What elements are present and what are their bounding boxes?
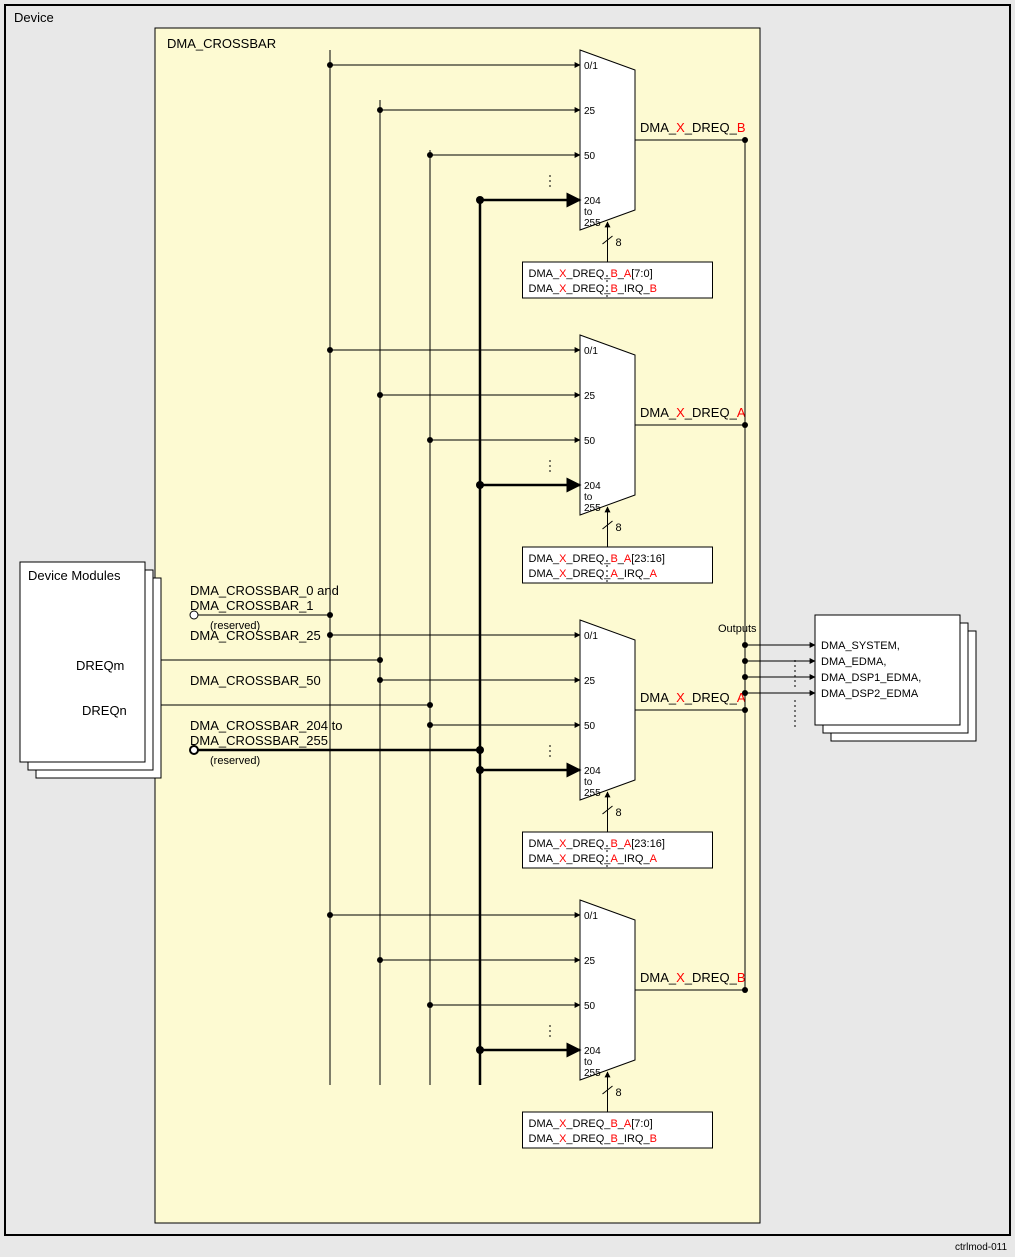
diagram-svg: Device DMA_CROSSBAR Device Modules DREQm DRE… <box>0 0 1015 1257</box>
bus-tap-dot <box>327 62 333 68</box>
output-tap <box>742 690 748 696</box>
bus-tap-dot <box>377 677 383 683</box>
mux-tap-label: 50 <box>584 721 596 732</box>
bus-tap-dot <box>476 1046 484 1054</box>
mux-tap-label: 204 <box>584 1046 601 1057</box>
output-item: DMA_EDMA, <box>821 656 886 668</box>
ctrl-bits-label: 8 <box>616 237 622 249</box>
outputs-label: Outputs <box>718 623 757 635</box>
mux-tap-label: 204 <box>584 766 601 777</box>
bus-tap-dot <box>476 196 484 204</box>
bus-junction <box>427 702 433 708</box>
mux-tap-label: 50 <box>584 151 596 162</box>
mux-tap-label: 0/1 <box>584 346 598 357</box>
mux-tap-label: to <box>584 492 593 503</box>
bus-tap-dot <box>327 912 333 918</box>
output-tap <box>742 674 748 680</box>
ctrl-line1: DMA_X_DREQ_B_A[23:16] <box>529 838 665 850</box>
reserved-circle <box>190 611 198 619</box>
input-line-label2: DMA_CROSSBAR_1 <box>190 598 314 613</box>
mux-output-label: DMA_X_DREQ_A <box>640 405 746 420</box>
bus-tap-dot <box>476 481 484 489</box>
input-line-label2: DMA_CROSSBAR_255 <box>190 733 328 748</box>
mux-tap-label: 204 <box>584 196 601 207</box>
bus-junction <box>476 746 484 754</box>
device-label: Device <box>14 10 54 25</box>
output-item: DMA_DSP1_EDMA, <box>821 672 921 684</box>
device-modules-title: Device Modules <box>28 568 121 583</box>
bus-junction <box>327 612 333 618</box>
ctrl-bits-label: 8 <box>616 522 622 534</box>
dreqm-label: DREQm <box>76 658 124 673</box>
mux-tap-label: 25 <box>584 106 596 117</box>
output-tap <box>742 658 748 664</box>
output-junction <box>742 137 748 143</box>
bus-tap-dot <box>427 152 433 158</box>
crossbar-title: DMA_CROSSBAR <box>167 36 276 51</box>
mux-tap-label: 50 <box>584 1001 596 1012</box>
bus-tap-dot <box>427 722 433 728</box>
bus-tap-dot <box>427 437 433 443</box>
input-line-label: DMA_CROSSBAR_204 to <box>190 718 342 733</box>
bus-tap-dot <box>377 392 383 398</box>
dreqn-label: DREQn <box>82 703 127 718</box>
ctrl-line2: DMA_X_DREQ_B_IRQ_B <box>529 283 657 295</box>
mux-tap-label: 255 <box>584 1068 601 1079</box>
mux-output-label: DMA_X_DREQ_B <box>640 970 746 985</box>
reserved-note: (reserved) <box>210 755 260 767</box>
mux-tap-label: 25 <box>584 956 596 967</box>
mux-tap-label: to <box>584 207 593 218</box>
mux-tap-label: to <box>584 1057 593 1068</box>
bus-tap-dot <box>476 766 484 774</box>
output-junction <box>742 707 748 713</box>
mux-tap-label: 204 <box>584 481 601 492</box>
ctrl-line1: DMA_X_DREQ_B_A[23:16] <box>529 553 665 565</box>
mux-tap-label: 0/1 <box>584 631 598 642</box>
output-junction <box>742 987 748 993</box>
bus-junction <box>377 657 383 663</box>
outputs-box <box>815 615 960 725</box>
input-line-label: DMA_CROSSBAR_0 and <box>190 583 339 598</box>
mux-tap-label: to <box>584 777 593 788</box>
mux-tap-label: 255 <box>584 788 601 799</box>
bus-tap-dot <box>327 347 333 353</box>
ctrl-bits-label: 8 <box>616 807 622 819</box>
mux-output-label: DMA_X_DREQ_B <box>640 120 746 135</box>
bus-tap-dot <box>377 957 383 963</box>
mux-tap-label: 50 <box>584 436 596 447</box>
output-tap <box>742 642 748 648</box>
ctrl-bits-label: 8 <box>616 1087 622 1099</box>
ctrl-line1: DMA_X_DREQ_B_A[7:0] <box>529 1118 653 1130</box>
reserved-circle <box>190 746 198 754</box>
bus-tap-dot <box>327 632 333 638</box>
output-item: DMA_DSP2_EDMA <box>821 688 919 700</box>
ctrl-line2: DMA_X_DREQ_A_IRQ_A <box>529 568 658 580</box>
bus-tap-dot <box>427 1002 433 1008</box>
output-junction <box>742 422 748 428</box>
footer-id: ctrlmod-011 <box>955 1242 1007 1253</box>
mux-tap-label: 0/1 <box>584 911 598 922</box>
bus-tap-dot <box>377 107 383 113</box>
mux-output-label: DMA_X_DREQ_A <box>640 690 746 705</box>
mux-tap-label: 25 <box>584 676 596 687</box>
mux-tap-label: 25 <box>584 391 596 402</box>
input-line-label: DMA_CROSSBAR_50 <box>190 673 321 688</box>
mux-tap-label: 255 <box>584 503 601 514</box>
output-item: DMA_SYSTEM, <box>821 640 900 652</box>
mux-tap-label: 0/1 <box>584 61 598 72</box>
mux-tap-label: 255 <box>584 218 601 229</box>
input-line-label: DMA_CROSSBAR_25 <box>190 628 321 643</box>
ctrl-line2: DMA_X_DREQ_B_IRQ_B <box>529 1133 657 1145</box>
ctrl-line2: DMA_X_DREQ_A_IRQ_A <box>529 853 658 865</box>
ctrl-line1: DMA_X_DREQ_B_A[7:0] <box>529 268 653 280</box>
